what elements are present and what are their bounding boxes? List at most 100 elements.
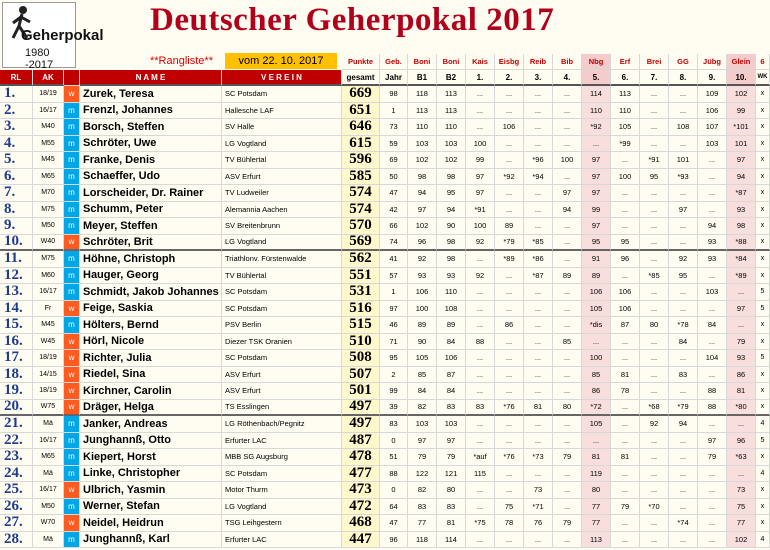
- bonus: 96: [408, 234, 437, 251]
- age-class: W75: [33, 399, 64, 416]
- race-count: x: [756, 86, 770, 103]
- points: 551: [342, 267, 380, 284]
- race-score: ...: [698, 300, 727, 317]
- bonus: 84: [437, 333, 466, 350]
- race-score: ...: [640, 135, 669, 152]
- rank: 24.: [0, 465, 33, 482]
- rank: 8.: [0, 201, 33, 218]
- race-score: ...: [669, 185, 698, 202]
- logo-name: Geherpokal: [21, 27, 104, 44]
- race-score: ...: [669, 135, 698, 152]
- athlete-name: Werner, Stefan: [80, 498, 222, 515]
- age-class: Mä: [33, 465, 64, 482]
- age-class: M75: [33, 201, 64, 218]
- race-score: ...: [466, 498, 495, 515]
- bonus: 85: [408, 366, 437, 383]
- points: 497: [342, 416, 380, 433]
- race-score: ...: [553, 416, 582, 433]
- race-score: ...: [698, 465, 727, 482]
- bonus: 103: [408, 416, 437, 433]
- race-score: *70: [640, 498, 669, 515]
- race-score: 93: [727, 201, 756, 218]
- column-header: WK: [756, 70, 770, 86]
- points: 515: [342, 317, 380, 334]
- bonus: 83: [437, 498, 466, 515]
- race-score: 114: [582, 86, 611, 103]
- race-score: 102: [727, 86, 756, 103]
- race-score: 88: [466, 333, 495, 350]
- bonus: 113: [408, 102, 437, 119]
- column-header: 2.: [495, 70, 524, 86]
- bonus: 74: [380, 234, 408, 251]
- club: PSV Berlin: [222, 317, 342, 334]
- race-score: ...: [495, 366, 524, 383]
- race-score: ...: [553, 135, 582, 152]
- race-score: *91: [640, 152, 669, 169]
- race-score: ...: [611, 333, 640, 350]
- race-score: ...: [669, 218, 698, 235]
- subtitle: **Rangliste**: [150, 55, 213, 67]
- race-score: ...: [553, 366, 582, 383]
- points: 501: [342, 383, 380, 400]
- bonus: 110: [437, 284, 466, 301]
- race-score: ...: [553, 234, 582, 251]
- sex: m: [64, 416, 80, 433]
- column-header: 9.: [698, 70, 727, 86]
- race-count: x: [756, 515, 770, 532]
- rank: 25.: [0, 482, 33, 499]
- age-class: Mä: [33, 531, 64, 548]
- logo-years: 1980 -2017: [25, 47, 54, 71]
- bonus: 89: [408, 317, 437, 334]
- points: 574: [342, 185, 380, 202]
- race-score: ...: [466, 350, 495, 367]
- race-score: 98: [727, 218, 756, 235]
- race-score: 85: [553, 333, 582, 350]
- rank: 6.: [0, 168, 33, 185]
- rank: 2.: [0, 102, 33, 119]
- bonus: 80: [437, 482, 466, 499]
- column-header: RL: [0, 70, 33, 86]
- race-score: ...: [611, 201, 640, 218]
- race-score: 77: [727, 515, 756, 532]
- race-score: 89: [495, 218, 524, 235]
- race-score: ...: [611, 482, 640, 499]
- club: ASV Erfurt: [222, 383, 342, 400]
- bonus: 69: [380, 152, 408, 169]
- race-score: *96: [524, 152, 553, 169]
- rank: 16.: [0, 333, 33, 350]
- bonus: 122: [408, 465, 437, 482]
- race-score: ...: [698, 201, 727, 218]
- rank: 26.: [0, 498, 33, 515]
- race-score: ...: [466, 366, 495, 383]
- age-class: W45: [33, 333, 64, 350]
- rank: 19.: [0, 383, 33, 400]
- bonus: 105: [408, 350, 437, 367]
- race-score: ...: [669, 102, 698, 119]
- race-score: ...: [640, 201, 669, 218]
- athlete-name: Feige, Saskia: [80, 300, 222, 317]
- bonus: 83: [408, 498, 437, 515]
- club: Motor Thurm: [222, 482, 342, 499]
- athlete-name: Richter, Julia: [80, 350, 222, 367]
- athlete-name: Franke, Denis: [80, 152, 222, 169]
- rank: 5.: [0, 152, 33, 169]
- bonus: 79: [408, 449, 437, 466]
- race-score: ...: [640, 251, 669, 268]
- race-score: ...: [524, 416, 553, 433]
- race-score: ...: [553, 350, 582, 367]
- bonus: 100: [408, 300, 437, 317]
- points: 570: [342, 218, 380, 235]
- race-score: 80: [582, 482, 611, 499]
- race-score: ...: [669, 449, 698, 466]
- race-count: 5: [756, 300, 770, 317]
- sex: m: [64, 135, 80, 152]
- race-score: ...: [698, 267, 727, 284]
- race-score: 81: [611, 366, 640, 383]
- race-score: ...: [495, 416, 524, 433]
- race-count: x: [756, 102, 770, 119]
- club: Diezer TSK Oranien: [222, 333, 342, 350]
- race-score: ...: [524, 185, 553, 202]
- race-score: 80: [640, 317, 669, 334]
- race-score: 100: [553, 152, 582, 169]
- race-score: ...: [611, 185, 640, 202]
